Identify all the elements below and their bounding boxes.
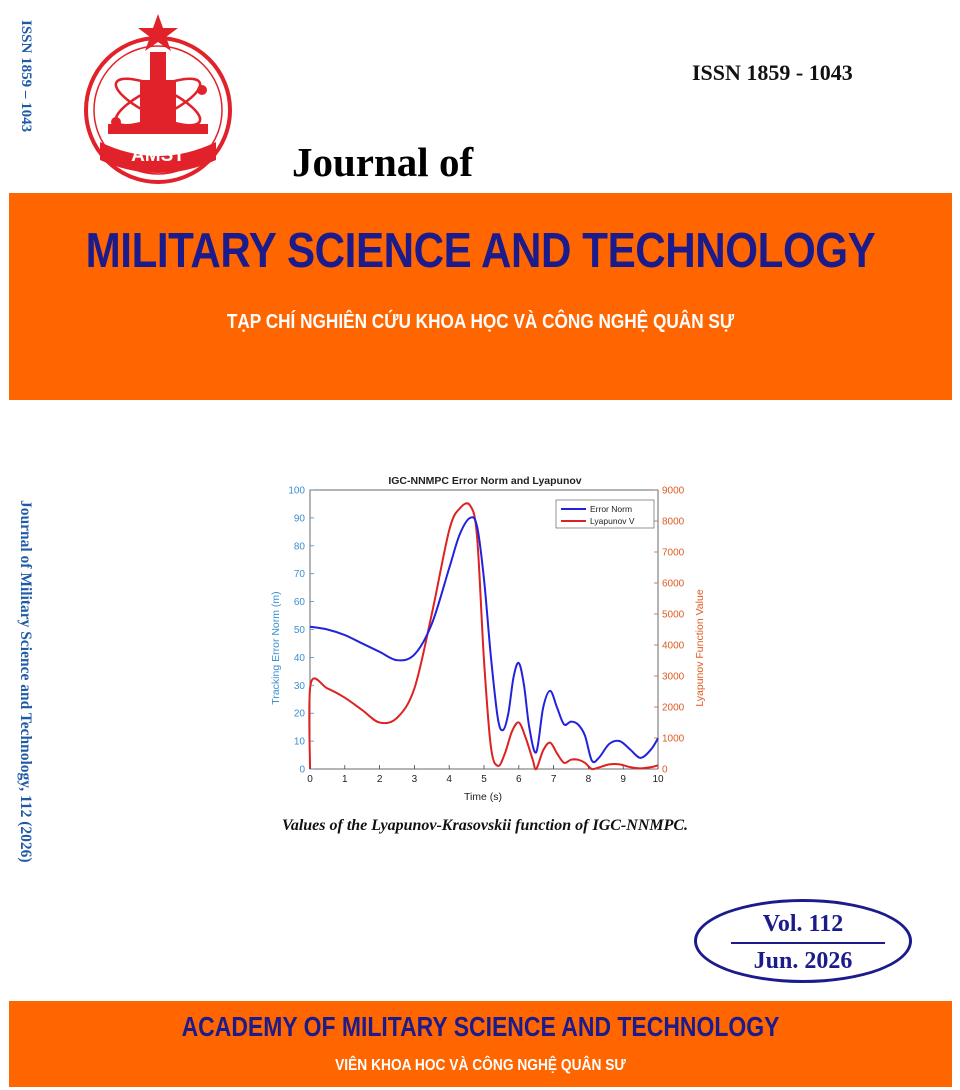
y-left-tick-label: 50 [294, 625, 306, 636]
footer-band: ACADEMY OF MILITARY SCIENCE AND TECHNOLO… [9, 1001, 952, 1087]
amst-logo: AMST [78, 10, 238, 188]
volume-number: Vol. 112 [762, 911, 844, 937]
y-right-tick-label: 3000 [662, 672, 685, 683]
y-right-tick-label: 4000 [662, 641, 685, 652]
y-right-tick-label: 7000 [662, 548, 685, 559]
chart-title: IGC-NNMPC Error Norm and Lyapunov [388, 475, 581, 487]
y-left-tick-label: 30 [294, 681, 306, 692]
x-tick-label: 10 [652, 774, 664, 785]
spine-journal-ref-text: Journal of Military Science and Technolo… [17, 500, 34, 863]
y-right-tick-label: 5000 [662, 610, 685, 621]
journal-title: MILITARY SCIENCE AND TECHNOLOGY [85, 224, 876, 278]
series-line-lyapunov-v [308, 502, 659, 771]
y-left-tick-label: 20 [294, 709, 306, 720]
issn-label: ISSN 1859 - 1043 [692, 60, 853, 85]
chart-xlabel: Time (s) [464, 791, 502, 803]
y-left-tick-label: 60 [294, 597, 306, 608]
x-tick-label: 6 [516, 774, 522, 785]
x-tick-label: 9 [620, 774, 626, 785]
cover-figure: IGC-NNMPC Error Norm and Lyapunov 0 1 2 3 4 5… [265, 468, 706, 813]
journal-subtitle-vn: TẠP CHÍ NGHIÊN CỨU KHOA HỌC VÀ CÔNG NGHỆ… [226, 311, 735, 333]
logo-text: AMST [131, 145, 185, 166]
chart-ylabel-left: Tracking Error Norm (m) [270, 591, 282, 704]
y-right-tick-label: 6000 [662, 579, 685, 590]
y-right-tick-label: 8000 [662, 517, 685, 528]
figure-caption: Values of the Lyapunov-Krasovskii functi… [281, 817, 689, 834]
chart-legend [555, 499, 655, 529]
x-tick-label: 1 [342, 774, 348, 785]
volume-date: Jun. 2026 [753, 948, 853, 974]
x-tick-label: 8 [586, 774, 592, 785]
y-left-tick-label: 40 [294, 653, 306, 664]
x-tick-label: 7 [551, 774, 557, 785]
lyapunov-chart: IGC-NNMPC Error Norm and Lyapunov 0 1 2 3 4 5… [265, 468, 706, 813]
x-tick-label: 3 [412, 774, 418, 785]
x-tick-label: 4 [446, 774, 452, 785]
spine-issn-text: ISSN 1859 – 1043 [18, 20, 34, 133]
series-line-error-norm [309, 516, 659, 764]
legend-label: Error Norm [590, 504, 632, 514]
y-right-tick-label: 2000 [662, 703, 685, 714]
plot-frame [309, 489, 659, 770]
spine-journal-ref: Journal of Military Science and Technolo… [4, 500, 38, 940]
academy-title: ACADEMY OF MILITARY SCIENCE AND TECHNOLO… [181, 1011, 780, 1042]
x-tick-label: 2 [377, 774, 383, 785]
amst-emblem-icon: AMST [84, 14, 232, 184]
y-left-tick-label: 80 [294, 541, 306, 552]
academy-subtitle-vn: VIÊN KHOA HOC VÀ CÔNG NGHỆ QUÂN SƯ [335, 1057, 626, 1074]
y-left-tick-label: 90 [294, 513, 306, 524]
x-tick-label: 0 [307, 774, 313, 785]
x-tick-label: 5 [481, 774, 487, 785]
y-left-tick-label: 70 [294, 569, 306, 580]
y-left-tick-label: 0 [299, 765, 305, 776]
y-right-tick-label: 0 [662, 765, 668, 776]
y-right-tick-label: 1000 [662, 734, 685, 745]
journal-of-title: Journal of [292, 139, 474, 185]
legend-label: Lyapunov V [590, 516, 635, 526]
y-left-tick-label: 100 [288, 486, 305, 497]
chart-ylabel-right: Lyapunov Function Value [694, 589, 705, 706]
title-band: MILITARY SCIENCE AND TECHNOLOGY TẠP CHÍ … [9, 193, 952, 400]
volume-badge: Vol. 112 Jun. 2026 [694, 899, 912, 983]
y-right-tick-label: 9000 [662, 486, 685, 497]
volume-divider [731, 942, 885, 944]
spine-issn: ISSN 1859 – 1043 [4, 20, 38, 180]
y-left-tick-label: 10 [294, 737, 306, 748]
